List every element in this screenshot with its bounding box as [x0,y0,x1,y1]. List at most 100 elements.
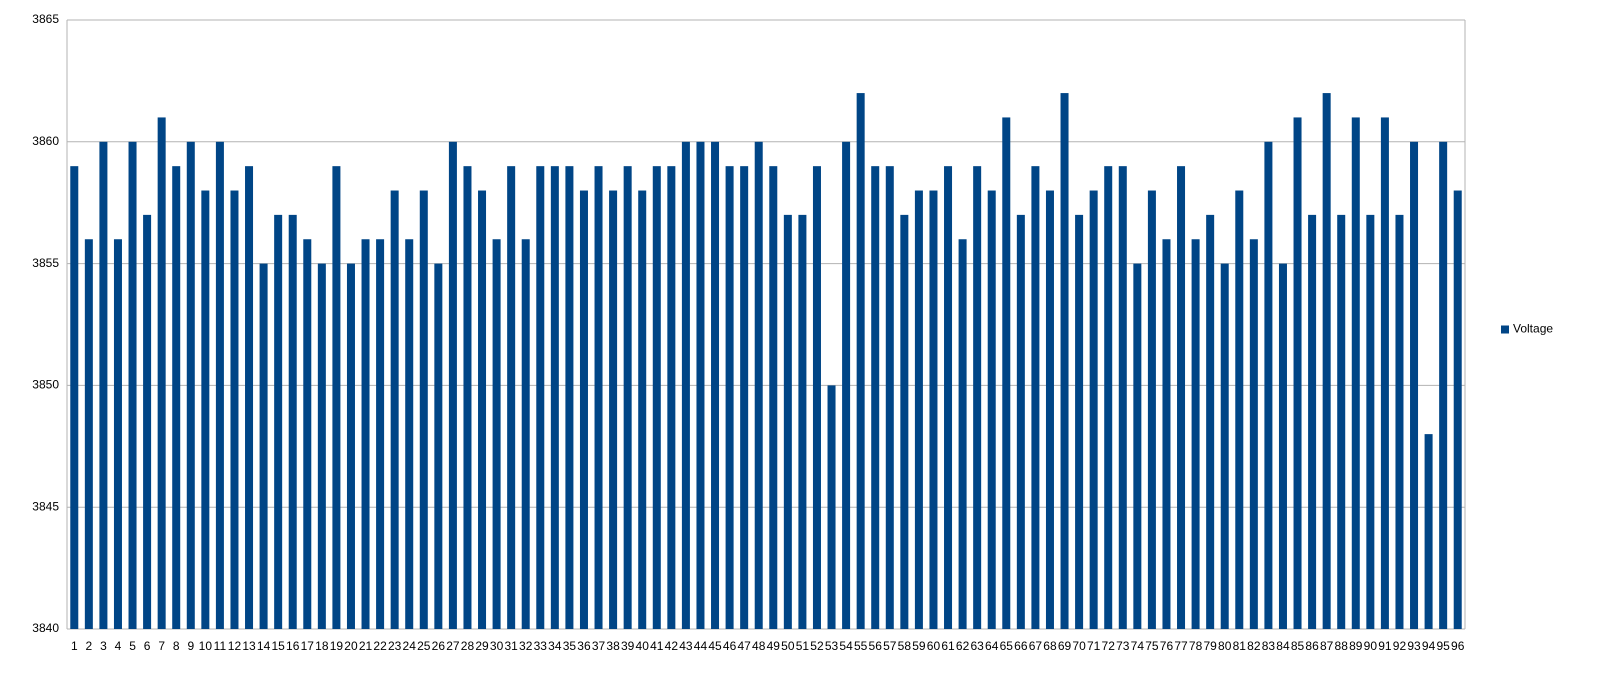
x-tick-label: 61 [941,639,955,653]
bar [900,214,909,629]
x-tick-label: 13 [242,639,256,653]
x-tick-label: 6 [144,639,151,653]
x-tick-label: 18 [315,639,329,653]
bar [215,141,224,630]
bar [1410,141,1419,630]
bar [1162,239,1171,630]
x-tick-label: 30 [490,639,504,653]
bar [1089,190,1098,629]
x-tick-label: 36 [577,639,591,653]
bar [565,166,574,629]
x-tick-label: 94 [1422,639,1436,653]
x-tick-label: 38 [606,639,620,653]
x-tick-label: 74 [1131,639,1145,653]
bar [958,239,967,630]
bar [303,239,312,630]
bar [885,166,894,629]
bar [798,214,807,629]
x-tick-label: 3 [100,639,107,653]
bar [259,263,268,629]
bar [361,239,370,630]
bar [1045,190,1054,629]
bar [1147,190,1156,629]
x-tick-label: 35 [563,639,577,653]
bar [332,166,341,629]
x-tick-label: 11 [214,639,227,653]
x-tick-label: 69 [1058,639,1072,653]
bar [84,239,93,630]
x-tick-label: 78 [1189,639,1203,653]
x-tick-label: 92 [1393,639,1407,653]
x-tick-label: 87 [1320,639,1334,653]
x-tick-label: 14 [257,639,271,653]
x-tick-label: 55 [854,639,868,653]
x-tick-label: 51 [796,639,810,653]
bar [929,190,938,629]
bar [143,214,152,629]
bar [1293,117,1302,629]
bar [1439,141,1448,630]
x-tick-label: 62 [956,639,970,653]
y-tick-label: 3840 [32,621,59,635]
bar [1220,263,1229,629]
x-tick-label: 73 [1116,639,1130,653]
x-tick-label: 57 [883,639,897,653]
x-tick-label: 89 [1349,639,1363,653]
bar [434,263,443,629]
x-tick-label: 27 [446,639,460,653]
bar [638,190,647,629]
x-tick-label: 42 [665,639,679,653]
x-tick-label: 23 [388,639,402,653]
bar [1031,166,1040,629]
x-tick-label: 8 [173,639,180,653]
bar [1235,190,1244,629]
x-tick-label: 28 [461,639,475,653]
x-tick-label: 96 [1451,639,1465,653]
x-tick-label: 82 [1247,639,1261,653]
x-tick-label: 54 [839,639,853,653]
bar [1322,93,1331,629]
x-tick-label: 67 [1029,639,1043,653]
x-tick-label: 83 [1262,639,1276,653]
bar [812,166,821,629]
bar [609,190,618,629]
x-tick-label: 90 [1364,639,1378,653]
x-tick-label: 24 [403,639,417,653]
x-tick-label: 71 [1087,639,1101,653]
bar [1424,434,1433,629]
bar [1351,117,1360,629]
bar [1191,239,1200,630]
bar [521,239,530,630]
bar [390,190,399,629]
bar [623,166,632,629]
y-tick-label: 3845 [32,499,59,513]
x-tick-label: 70 [1072,639,1086,653]
y-tick-label: 3850 [32,378,59,392]
bar [405,239,414,630]
bar [536,166,545,629]
x-tick-label: 12 [228,639,242,653]
x-tick-label: 26 [432,639,446,653]
x-tick-label: 65 [1000,639,1014,653]
bar [987,190,996,629]
x-tick-label: 58 [898,639,912,653]
bar [681,141,690,630]
x-tick-label: 95 [1436,639,1450,653]
x-tick-label: 77 [1174,639,1188,653]
bar [1060,93,1069,629]
x-tick-label: 1 [71,639,78,653]
bar [172,166,181,629]
x-tick-label: 86 [1305,639,1319,653]
y-tick-label: 3860 [32,134,59,148]
bar [973,166,982,629]
x-tick-label: 56 [869,639,883,653]
bar [376,239,385,630]
x-tick-label: 2 [86,639,93,653]
x-tick-label: 39 [621,639,635,653]
x-tick-label: 43 [679,639,693,653]
bar [201,190,210,629]
x-tick-label: 9 [187,639,194,653]
bar [856,93,865,629]
bar [1453,190,1462,629]
